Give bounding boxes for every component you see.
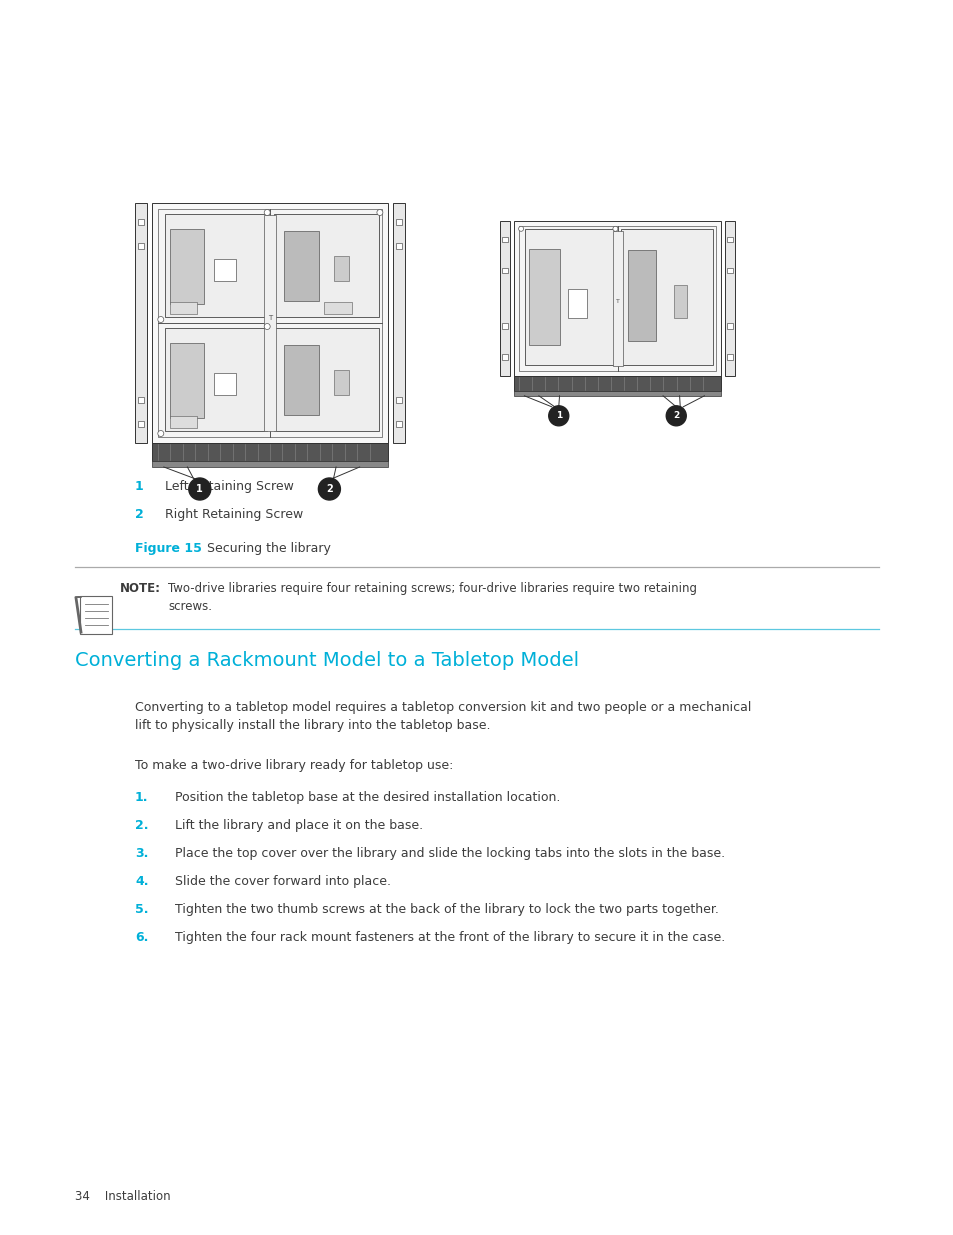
Bar xyxy=(80,597,112,634)
Bar xyxy=(283,231,319,301)
Circle shape xyxy=(612,226,618,231)
Text: 2: 2 xyxy=(135,508,144,521)
Text: Position the tabletop base at the desired installation location.: Position the tabletop base at the desire… xyxy=(174,790,559,804)
Bar xyxy=(395,421,401,427)
Circle shape xyxy=(264,324,270,330)
Bar xyxy=(619,228,712,364)
Text: 34    Installation: 34 Installation xyxy=(75,1191,171,1203)
Bar xyxy=(138,396,144,403)
Circle shape xyxy=(548,406,568,426)
Text: Figure 15: Figure 15 xyxy=(135,542,202,555)
Bar xyxy=(152,461,388,467)
Bar xyxy=(726,354,732,359)
Bar xyxy=(627,251,656,341)
Circle shape xyxy=(318,478,340,500)
Bar xyxy=(274,329,378,431)
Bar xyxy=(170,228,204,304)
Bar xyxy=(726,324,732,329)
Bar xyxy=(395,243,401,249)
Bar xyxy=(274,214,378,317)
Bar xyxy=(724,221,734,375)
Bar xyxy=(135,203,147,443)
Bar xyxy=(524,228,614,364)
Text: 6.: 6. xyxy=(135,931,149,944)
Bar xyxy=(213,373,235,395)
Bar xyxy=(726,268,732,273)
Bar xyxy=(501,324,507,329)
Bar xyxy=(395,219,401,225)
Bar xyxy=(518,226,716,370)
Circle shape xyxy=(157,316,164,322)
Bar xyxy=(165,214,266,317)
Text: Right Retaining Screw: Right Retaining Screw xyxy=(165,508,303,521)
Text: NOTE:: NOTE: xyxy=(120,582,161,595)
Text: Securing the library: Securing the library xyxy=(207,542,331,555)
Bar xyxy=(170,303,197,314)
Text: 3.: 3. xyxy=(135,847,149,860)
Circle shape xyxy=(376,210,382,215)
Text: 2: 2 xyxy=(673,411,679,420)
Text: Place the top cover over the library and slide the locking tabs into the slots i: Place the top cover over the library and… xyxy=(174,847,724,860)
Bar xyxy=(170,416,197,429)
Circle shape xyxy=(518,226,523,231)
Bar xyxy=(324,303,352,314)
Text: To make a two-drive library ready for tabletop use:: To make a two-drive library ready for ta… xyxy=(135,760,453,772)
Bar xyxy=(158,209,381,437)
Text: 5.: 5. xyxy=(135,903,149,916)
Bar xyxy=(568,289,587,319)
Bar xyxy=(335,256,349,282)
Text: 4.: 4. xyxy=(135,876,149,888)
Circle shape xyxy=(157,431,164,436)
Text: Tighten the four rack mount fasteners at the front of the library to secure it i: Tighten the four rack mount fasteners at… xyxy=(174,931,724,944)
Bar xyxy=(612,231,622,366)
Text: Slide the cover forward into place.: Slide the cover forward into place. xyxy=(174,876,391,888)
Bar xyxy=(213,259,235,282)
Bar xyxy=(514,390,720,395)
Bar xyxy=(499,221,510,375)
Bar xyxy=(501,268,507,273)
Bar xyxy=(514,375,720,390)
Bar xyxy=(170,343,204,417)
Bar xyxy=(395,396,401,403)
Text: 2: 2 xyxy=(326,484,333,494)
Bar xyxy=(152,203,388,443)
Circle shape xyxy=(665,406,685,426)
Text: Left Retaining Screw: Left Retaining Screw xyxy=(165,480,294,493)
Bar xyxy=(283,345,319,415)
Text: Converting a Rackmount Model to a Tabletop Model: Converting a Rackmount Model to a Tablet… xyxy=(75,651,578,671)
Bar xyxy=(726,237,732,242)
Text: 1: 1 xyxy=(196,484,203,494)
Text: Lift the library and place it on the base.: Lift the library and place it on the bas… xyxy=(174,819,423,832)
Text: 2.: 2. xyxy=(135,819,149,832)
Text: 1.: 1. xyxy=(135,790,149,804)
Text: Tighten the two thumb screws at the back of the library to lock the two parts to: Tighten the two thumb screws at the back… xyxy=(174,903,719,916)
Bar xyxy=(264,215,275,431)
Bar xyxy=(152,443,388,461)
Circle shape xyxy=(264,210,270,215)
Bar xyxy=(529,249,559,345)
Text: Converting to a tabletop model requires a tabletop conversion kit and two people: Converting to a tabletop model requires … xyxy=(135,701,751,732)
Text: 1: 1 xyxy=(135,480,144,493)
Bar xyxy=(674,285,686,319)
Circle shape xyxy=(189,478,211,500)
Bar xyxy=(138,421,144,427)
Bar xyxy=(335,370,349,395)
Bar xyxy=(138,219,144,225)
Bar xyxy=(165,329,266,431)
Text: Two-drive libraries require four retaining screws; four-drive libraries require : Two-drive libraries require four retaini… xyxy=(168,582,697,613)
Bar xyxy=(501,237,507,242)
Text: T: T xyxy=(268,315,272,321)
Bar xyxy=(138,243,144,249)
Bar xyxy=(514,221,720,375)
Text: 1: 1 xyxy=(555,411,561,420)
Bar xyxy=(501,354,507,359)
Bar xyxy=(393,203,405,443)
Text: T: T xyxy=(615,299,618,304)
